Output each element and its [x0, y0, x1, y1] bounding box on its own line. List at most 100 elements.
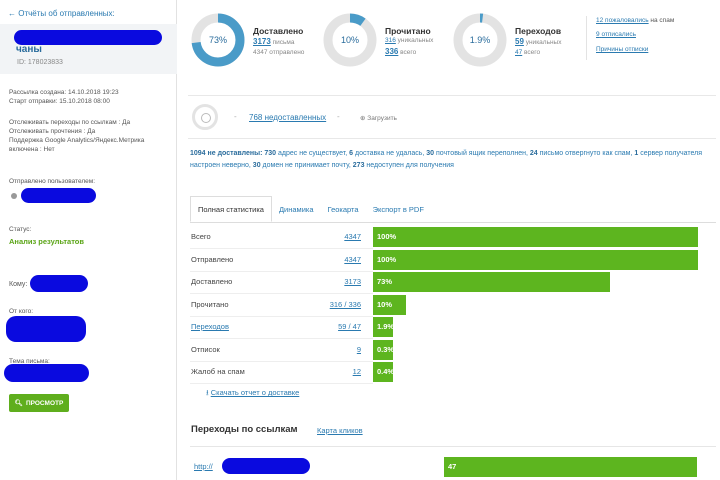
- row-bar-label: 0.4%: [377, 367, 395, 376]
- row-bar-fill: [373, 227, 698, 247]
- delivered-donut: 73%: [191, 13, 245, 67]
- row-value[interactable]: 9: [356, 345, 361, 354]
- upload-button[interactable]: ⊕ Загрузить: [360, 114, 397, 122]
- row-separator: [190, 271, 373, 272]
- summary-part: 6: [349, 150, 354, 157]
- read-donut-arc: [323, 13, 377, 67]
- row-label[interactable]: Переходов: [191, 322, 229, 331]
- row-bar: 0.4%: [373, 362, 698, 382]
- status-value: Анализ результатов: [9, 237, 84, 246]
- unsubscribes: 9 отписались: [596, 31, 636, 38]
- spam-count-link[interactable]: 12 пожаловались: [596, 17, 649, 24]
- unsub-reasons-link[interactable]: Причины отписки: [596, 46, 649, 53]
- row-bar-fill: [373, 250, 698, 270]
- row-bar: 100%: [373, 250, 698, 270]
- row-bar-label: 100%: [377, 255, 397, 264]
- unsub-text: отписались: [601, 31, 636, 38]
- read-total[interactable]: 336: [385, 47, 399, 56]
- undelivered-link[interactable]: 768 недоставленных: [249, 113, 327, 122]
- plus-circle-icon: ⊕: [360, 115, 366, 122]
- summary-part: письмо отвергнуто как спам,: [537, 150, 635, 157]
- row-separator: [190, 383, 373, 384]
- read-donut: 10%: [323, 13, 377, 67]
- report-tabs: Полная статистика Динамика Геокарта Эксп…: [190, 196, 431, 224]
- summary-part: 24: [529, 150, 538, 157]
- preview-button[interactable]: 🔍︎ ПРОСМОТР: [9, 394, 69, 412]
- to-label: Кому:: [9, 281, 28, 288]
- clicks-total-unit: всего: [524, 49, 541, 56]
- redacted-from: [6, 316, 86, 342]
- delivered-count-unit: письма: [272, 39, 295, 46]
- download-report-label: Скачать отчет о доставке: [210, 388, 300, 397]
- delivered-title: Доставлено: [253, 26, 304, 36]
- clicks-title: Переходов: [515, 26, 562, 36]
- row-separator: [190, 316, 373, 317]
- row-bar-fill: [373, 295, 406, 315]
- row-label: Жалоб на спам: [191, 367, 245, 376]
- subject-label: Тема письма:: [9, 358, 50, 365]
- read-percent: 10%: [341, 35, 359, 45]
- summary-part: недоступен для получения: [364, 162, 454, 169]
- summary-part: 1: [634, 150, 639, 157]
- delivered-count[interactable]: 3173: [253, 37, 271, 46]
- back-to-reports-link[interactable]: ← Отчёты об отправленных:: [8, 9, 115, 18]
- row-bar-fill: [373, 317, 393, 337]
- row-value[interactable]: 59 / 47: [338, 322, 361, 331]
- row-separator: [190, 338, 373, 339]
- read-count-line: 316 уникальных: [385, 37, 433, 44]
- unsub-link[interactable]: 9 отписались: [596, 31, 636, 38]
- row-bar-fill: [373, 272, 610, 292]
- row-value[interactable]: 316 / 336: [329, 300, 361, 309]
- clicks-count[interactable]: 59: [515, 37, 524, 46]
- summary-part: доставка не удалась,: [353, 150, 427, 157]
- clicks-total-line: 47 всего: [515, 49, 540, 56]
- links-section-title: Переходы по ссылкам: [191, 424, 298, 435]
- click-map-link[interactable]: Карта кликов: [317, 426, 363, 435]
- row-label: Всего: [191, 232, 211, 241]
- delivered-donut-arc: [191, 13, 245, 67]
- download-icon: ⭳: [206, 388, 209, 397]
- start-date: Старт отправки: 15.10.2018 08:00: [9, 98, 110, 105]
- clicks-percent: 1.9%: [470, 35, 491, 45]
- row-value[interactable]: 4347: [344, 232, 361, 241]
- row-bar: 100%: [373, 227, 698, 247]
- created-date: Рассылка создана: 14.10.2018 19:23: [9, 89, 119, 96]
- row-value[interactable]: 3173: [344, 277, 361, 286]
- summary-part: 273: [352, 162, 365, 169]
- status-label: Статус:: [9, 226, 32, 233]
- redacted-to: [30, 275, 88, 292]
- summary-part: 1094 не доставлены:: [190, 150, 263, 157]
- row-bar-label: 0.3%: [377, 345, 395, 354]
- row-bar-label: 1.9%: [377, 322, 395, 331]
- tab-dynamics[interactable]: Динамика: [278, 204, 314, 214]
- preview-button-label: ПРОСМОТР: [25, 399, 64, 407]
- tab-export-pdf[interactable]: Экспорт в PDF: [372, 204, 424, 214]
- ga-setting-line1: Поддержка Google Analytics/Яндекс.Метрик…: [9, 137, 145, 144]
- tab-full-stats[interactable]: Полная статистика: [190, 196, 272, 222]
- tab-geomap[interactable]: Геокарта: [327, 204, 359, 214]
- dash-separator: -: [234, 112, 237, 121]
- undelivered-summary: 1094 не доставлены: 730 адрес не существ…: [190, 148, 716, 172]
- redacted-name: [14, 30, 162, 45]
- track-opens-setting: Отслеживать прочтения : Да: [9, 128, 96, 135]
- link-url[interactable]: http://: [194, 462, 213, 471]
- track-links-setting: Отслеживать переходы по ссылкам : Да: [9, 119, 131, 126]
- redacted-user: [21, 188, 96, 203]
- ga-setting-line2: включена : Нет: [9, 146, 55, 153]
- row-value[interactable]: 12: [352, 367, 361, 376]
- read-title: Прочитано: [385, 26, 431, 36]
- row-bar: 1.9%: [373, 317, 698, 337]
- download-report-link[interactable]: ⭳ Скачать отчет о доставке: [206, 387, 299, 400]
- summary-part: домен не принимает почту,: [260, 162, 353, 169]
- read-count[interactable]: 316: [385, 37, 396, 44]
- row-label: Доставлено: [191, 277, 233, 286]
- tabs-divider: [190, 222, 716, 223]
- row-bar: 10%: [373, 295, 698, 315]
- unsub-count: 9: [596, 31, 600, 38]
- clicks-total[interactable]: 47: [515, 49, 523, 56]
- row-value[interactable]: 4347: [344, 255, 361, 264]
- clicks-count-line: 59 уникальных: [515, 37, 561, 46]
- row-bar-label: 73%: [377, 277, 393, 286]
- read-total-line: 336 всего: [385, 47, 416, 56]
- undelivered-indicator-icon: [192, 104, 218, 130]
